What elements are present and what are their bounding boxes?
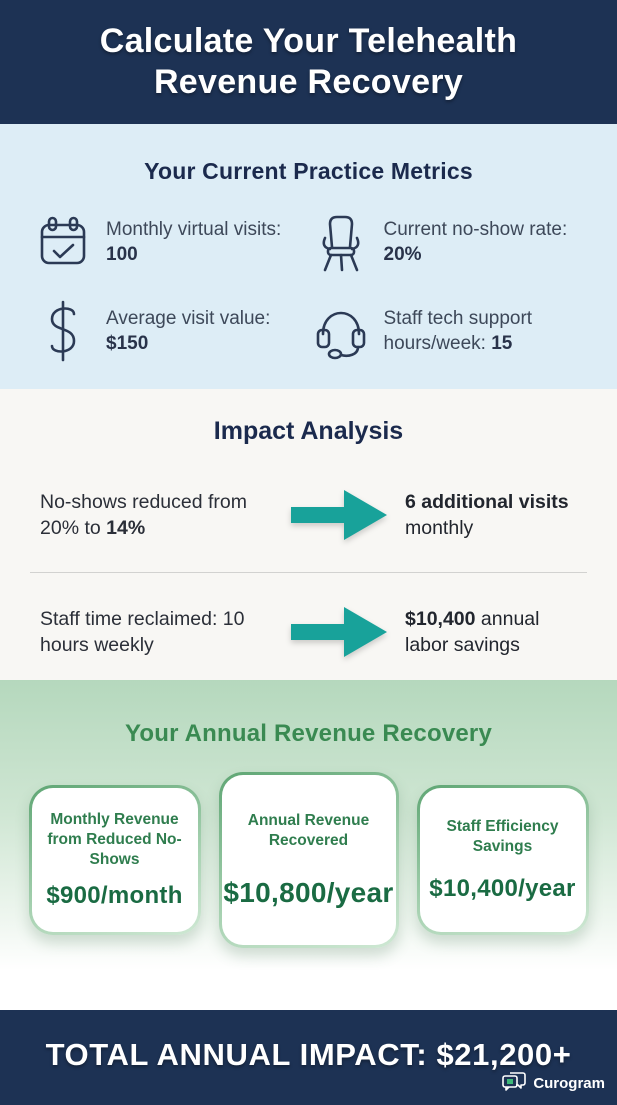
brand-logo: Curogram — [501, 1070, 605, 1097]
card-value: $10,800/year — [223, 877, 394, 909]
curogram-chat-bubbles-icon — [501, 1070, 527, 1097]
card-value: $900/month — [46, 882, 183, 910]
metric-no-show-rate: Current no-show rate: 20% — [312, 211, 590, 273]
metric-label: Average visit value: $150 — [106, 307, 271, 354]
impact-analysis-section: Impact Analysis No-shows reduced from 20… — [0, 389, 617, 680]
metric-monthly-visits: Monthly virtual visits: 100 — [34, 211, 312, 273]
metric-value: 100 — [106, 244, 138, 265]
metric-visit-value: Average visit value: $150 — [34, 299, 312, 363]
metric-value: $150 — [106, 333, 149, 354]
metric-tech-support: Staff tech support hours/week: 15 — [312, 299, 590, 363]
impact-row-staff-time: Staff time reclaimed: 10 hours weekly $1… — [0, 593, 617, 671]
revenue-recovery-section: Your Annual Revenue Recovery Monthly Rev… — [0, 680, 617, 1010]
metrics-heading: Your Current Practice Metrics — [144, 158, 473, 184]
card-staff-efficiency: Staff Efficiency Savings $10,400/year — [417, 785, 589, 935]
metric-value: 15 — [491, 333, 513, 354]
revenue-cards: Monthly Revenue from Reduced No-Shows $9… — [0, 772, 617, 948]
arrow-right-icon — [272, 602, 405, 662]
impact-row-noshows: No-shows reduced from 20% to 14% 6 addit… — [0, 476, 617, 554]
impact-heading: Impact Analysis — [213, 417, 404, 445]
page-title-line2: Revenue Recovery — [153, 63, 464, 101]
metric-label: Current no-show rate: 20% — [383, 218, 568, 265]
headset-icon — [312, 300, 370, 362]
impact-row-right-text: $10,400 annual labor savings — [405, 607, 540, 656]
impact-row-right-text: 6 additional visits monthly — [405, 490, 569, 539]
metric-label: Monthly virtual visits: 100 — [106, 218, 282, 265]
card-annual-revenue: Annual Revenue Recovered $10,800/year — [219, 772, 399, 948]
card-title: Staff Efficiency Savings — [446, 817, 559, 855]
brand-name: Curogram — [533, 1075, 605, 1092]
metrics-grid: Monthly virtual visits: 100 Current no-s… — [0, 211, 617, 363]
card-title: Annual Revenue Recovered — [247, 811, 370, 850]
revenue-heading: Your Annual Revenue Recovery — [124, 720, 493, 747]
impact-row-left-text: No-shows reduced from 20% to 14% — [40, 490, 247, 539]
metric-label: Staff tech support hours/week: 15 — [383, 307, 533, 354]
card-title: Monthly Revenue from Reduced No-Shows — [47, 810, 182, 869]
dollar-icon — [34, 299, 92, 363]
card-value: $10,400/year — [429, 875, 576, 903]
current-metrics-section: Your Current Practice Metrics Monthly vi… — [0, 124, 617, 389]
page-title-line1: Calculate Your Telehealth — [99, 21, 518, 60]
impact-row-left-text: Staff time reclaimed: 10 hours weekly — [40, 607, 245, 656]
total-impact-text: TOTAL ANNUAL IMPACT: $21,200+ — [45, 1036, 572, 1072]
header-banner: Calculate Your Telehealth Revenue Recove… — [0, 0, 617, 124]
metric-value: 20% — [383, 244, 422, 265]
card-monthly-revenue: Monthly Revenue from Reduced No-Shows $9… — [29, 785, 201, 935]
calendar-check-icon — [34, 213, 92, 271]
impact-divider — [30, 572, 587, 573]
page-title: Calculate Your Telehealth Revenue Recove… — [100, 21, 518, 104]
footer-banner: TOTAL ANNUAL IMPACT: $21,200+ Curogram — [0, 1010, 617, 1105]
chair-icon — [312, 211, 370, 273]
arrow-right-icon — [272, 485, 405, 545]
